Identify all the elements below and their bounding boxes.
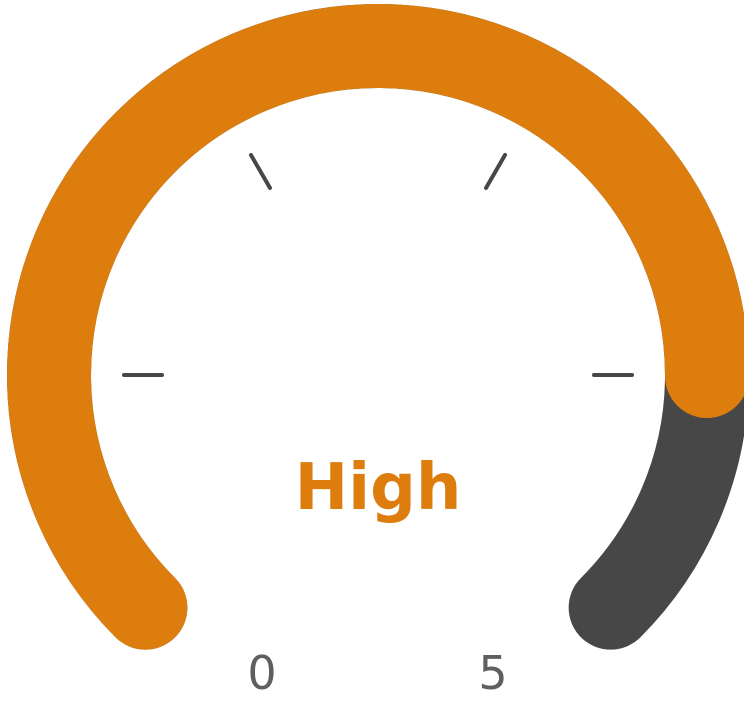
gauge-min-label: 0 xyxy=(247,646,276,700)
gauge-max-label: 5 xyxy=(478,646,507,700)
gauge-value-arc xyxy=(7,4,744,650)
gauge-tick-upper-right xyxy=(484,153,507,190)
gauge-ticks xyxy=(122,153,634,377)
gauge-tick-upper-left xyxy=(249,153,272,190)
gauge-value-label: High xyxy=(295,451,462,525)
